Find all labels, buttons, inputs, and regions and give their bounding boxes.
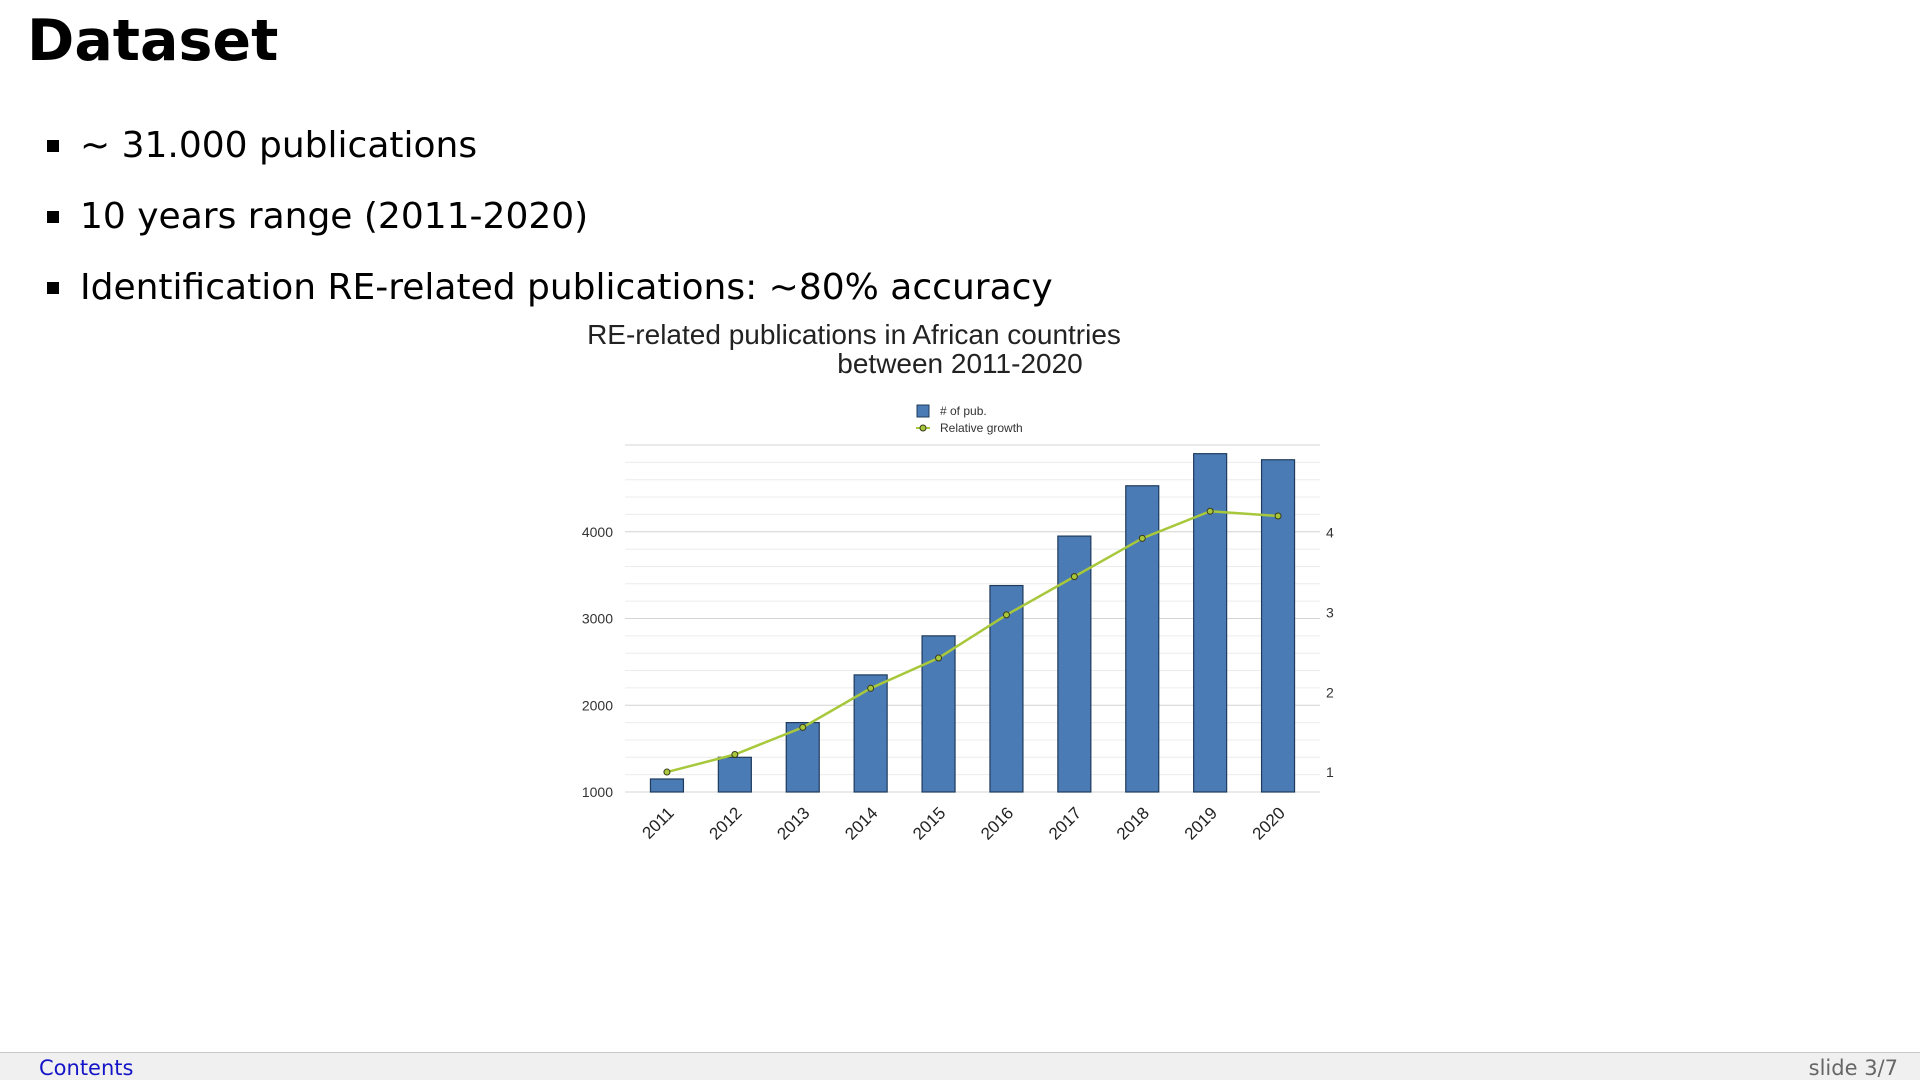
left-tick-label: 3000 (582, 611, 613, 627)
category-label: 2017 (1045, 803, 1085, 843)
bar-series (649, 453, 1296, 793)
category-label: 2018 (1113, 803, 1153, 843)
category-label: 2019 (1181, 803, 1221, 843)
category-label: 2013 (773, 803, 813, 843)
left-tick-label: 1000 (582, 784, 613, 800)
growth-series (663, 507, 1282, 776)
bar-2016 (989, 584, 1024, 793)
chart-svg: RE-related publications in African count… (582, 320, 1334, 844)
growth-point-2019 (1206, 507, 1214, 515)
category-label: 2020 (1249, 803, 1289, 843)
bullet-item: 10 years range (2011-2020) (47, 181, 1053, 252)
bar-2011 (649, 778, 685, 793)
bar-2018 (1125, 485, 1160, 793)
category-label: 2014 (841, 803, 881, 843)
growth-point-2012 (731, 751, 739, 759)
right-tick-label: 2 (1326, 684, 1334, 700)
growth-point-2017 (1070, 573, 1078, 581)
legend-label-growth: Relative growth (940, 421, 1023, 435)
bullet-list: ~ 31.000 publications 10 years range (20… (47, 110, 1053, 323)
category-axis: 2011 2012 2013 2014 2015 2016 2017 2018 2019 2020 (638, 803, 1288, 843)
left-axis: 1000 2000 3000 4000 (582, 524, 613, 800)
growth-point-2014 (867, 684, 875, 692)
square-bullet-icon (47, 210, 59, 223)
square-bullet-icon (47, 139, 59, 152)
bar-2020 (1260, 459, 1296, 793)
square-bullet-icon (47, 281, 59, 294)
left-tick-label: 2000 (582, 697, 613, 713)
bullet-text: ~ 31.000 publications (80, 125, 478, 166)
growth-point-2015 (935, 654, 943, 662)
right-axis: 1 2 3 4 (1326, 525, 1334, 780)
publications-chart: RE-related publications in African count… (560, 320, 1340, 870)
bullet-text: Identification RE-related publications: … (80, 267, 1053, 308)
growth-point-2011 (663, 768, 671, 776)
growth-point-2018 (1138, 534, 1146, 542)
legend-line-marker (919, 424, 927, 432)
chart-title-line-2: between 2011-2020 (837, 348, 1082, 379)
footer-bar: Contents slide 3/7 (0, 1052, 1920, 1080)
growth-line (666, 509, 1279, 774)
right-tick-label: 1 (1326, 764, 1334, 780)
bullet-item: Identification RE-related publications: … (47, 252, 1053, 323)
chart-title-line-1: RE-related publications in African count… (587, 320, 1121, 350)
category-label: 2012 (705, 803, 745, 843)
bar-2014 (853, 674, 888, 793)
category-label: 2016 (977, 803, 1017, 843)
bar-2019 (1193, 453, 1228, 793)
left-tick-label: 4000 (582, 524, 613, 540)
right-tick-label: 4 (1326, 525, 1334, 541)
growth-point-2016 (1002, 611, 1010, 619)
slide-counter: slide 3/7 (1808, 1056, 1898, 1080)
right-tick-label: 3 (1326, 605, 1334, 621)
bullet-item: ~ 31.000 publications (47, 110, 1053, 181)
bar-2013 (785, 722, 820, 793)
growth-point-2020 (1274, 512, 1282, 520)
bar-2012 (717, 756, 752, 793)
bullet-text: 10 years range (2011-2020) (80, 196, 589, 237)
growth-point-2013 (799, 723, 807, 731)
slide-title: Dataset (27, 8, 279, 74)
category-label: 2015 (909, 803, 949, 843)
legend-label-pub: # of pub. (940, 404, 987, 418)
category-label: 2011 (638, 803, 677, 842)
contents-link[interactable]: Contents (39, 1056, 134, 1080)
legend-bar-swatch (916, 404, 930, 418)
